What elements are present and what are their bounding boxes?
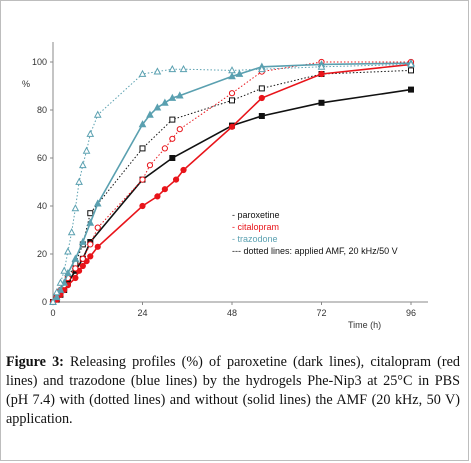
trazodone-solid-point xyxy=(78,237,87,245)
trazodone-solid-point xyxy=(138,120,147,128)
citalopram-solid-point xyxy=(139,202,146,210)
citalopram-dotted-point xyxy=(72,265,79,272)
trazodone-dotted-point xyxy=(228,66,236,74)
x-tick-label: 72 xyxy=(316,308,326,318)
trazodone-dotted-point xyxy=(52,288,61,296)
citalopram-dotted-point xyxy=(87,241,94,248)
citalopram-dotted-line xyxy=(52,61,411,303)
citalopram-solid-point xyxy=(72,274,79,282)
trazodone-dotted-point xyxy=(179,64,188,73)
paroxetine-dotted-point xyxy=(408,67,414,74)
trazodone-solid-point xyxy=(146,110,154,118)
y-tick-label: 20 xyxy=(37,249,47,259)
trazodone-dotted-point xyxy=(93,110,102,118)
trazodone-solid-point xyxy=(52,292,61,301)
paroxetine-solid-point xyxy=(258,113,265,119)
citalopram-dotted-point xyxy=(169,135,176,142)
y-tick-label: 40 xyxy=(37,201,47,211)
trazodone-solid-point xyxy=(153,103,162,111)
trazodone-dotted-point xyxy=(138,69,147,77)
trazodone-dotted-point xyxy=(153,67,162,75)
legend: - paroxetine - citalopram - trazodone --… xyxy=(232,210,398,256)
axis-ticks: 0 20 40 60 80 100 0 24 48 72 96 xyxy=(32,57,416,318)
trazodone-dotted-point xyxy=(64,247,72,255)
trazodone-solid-point xyxy=(228,72,236,80)
trazodone-solid-point xyxy=(235,69,244,77)
citalopram-dotted-point xyxy=(228,90,236,97)
y-tick-label: 100 xyxy=(32,57,47,67)
trazodone-dotted-point xyxy=(60,266,69,274)
trazodone-dotted-point xyxy=(86,129,95,137)
y-tick-label: 60 xyxy=(37,153,47,163)
legend-entry-paroxetine: - paroxetine xyxy=(232,210,280,220)
citalopram-dotted-point xyxy=(139,176,146,183)
citalopram-dotted-point xyxy=(79,255,86,262)
trazodone-dotted-point xyxy=(257,64,266,73)
trazodone-dotted-point xyxy=(56,278,65,286)
trazodone-solid-point xyxy=(93,199,102,207)
series-citalopram-dotted xyxy=(49,58,415,306)
trazodone-dotted-point xyxy=(75,177,83,185)
legend-entry-trazodone: - trazodone xyxy=(232,234,278,244)
trazodone-solid-point xyxy=(71,254,80,262)
citalopram-solid-point xyxy=(172,176,180,183)
citalopram-solid-point xyxy=(161,186,168,193)
citalopram-dotted-point xyxy=(176,126,183,133)
trazodone-dotted-point xyxy=(67,228,76,236)
x-axis: Time (h) xyxy=(53,301,428,330)
paroxetine-solid-point xyxy=(169,155,176,161)
caption-text: Releasing profiles (%) of paroxetine (da… xyxy=(6,354,461,427)
trazodone-solid-point xyxy=(56,285,65,293)
trazodone-dotted-point xyxy=(168,64,177,73)
legend-entry-citalopram: - citalopram xyxy=(232,222,279,232)
y-axis-label: % xyxy=(22,79,30,89)
trazodone-solid-point xyxy=(168,93,177,101)
x-tick-label: 24 xyxy=(137,308,147,318)
paroxetine-dotted-point xyxy=(258,85,265,92)
paroxetine-dotted-line xyxy=(52,69,412,303)
y-axis: % xyxy=(22,42,54,302)
x-tick-label: 0 xyxy=(50,308,55,318)
legend-entry-dotted-lines: --- dotted lines: applied AMF, 20 kHz/50… xyxy=(232,246,398,256)
citalopram-solid-point xyxy=(318,70,325,78)
paroxetine-dotted-point xyxy=(87,210,94,217)
x-tick-label: 96 xyxy=(406,308,416,318)
paroxetine-dotted-point xyxy=(169,116,176,123)
citalopram-solid-point xyxy=(258,94,265,102)
trazodone-dotted-point xyxy=(407,60,415,68)
citalopram-solid-point xyxy=(154,193,161,200)
trazodone-dotted-line xyxy=(52,63,412,303)
citalopram-solid-point xyxy=(87,253,94,260)
citalopram-solid-point xyxy=(79,262,86,270)
x-axis-label: Time (h) xyxy=(348,320,381,330)
trazodone-dotted-point xyxy=(78,160,87,169)
citalopram-dotted-point xyxy=(161,145,168,152)
paroxetine-solid-line xyxy=(52,88,412,303)
citalopram-solid-point xyxy=(228,123,236,130)
caption-label: Figure 3: xyxy=(6,354,64,370)
figure-caption: Figure 3: Releasing profiles (%) of paro… xyxy=(6,353,460,429)
citalopram-solid-point xyxy=(180,166,187,174)
trazodone-solid-point xyxy=(86,218,95,226)
paroxetine-dotted-point xyxy=(139,145,146,152)
trazodone-dotted-point xyxy=(82,146,91,154)
trazodone-solid-point xyxy=(175,91,184,99)
citalopram-solid-point xyxy=(94,243,101,250)
paroxetine-solid-point xyxy=(318,99,325,106)
y-tick-label: 80 xyxy=(37,105,47,115)
x-tick-label: 48 xyxy=(227,308,237,318)
citalopram-dotted-point xyxy=(94,224,101,231)
release-profile-chart: % Time (h) 0 20 40 60 80 100 0 24 48 72 96 - parox… xyxy=(22,42,428,330)
trazodone-solid-point xyxy=(161,98,169,106)
series-trazodone-dotted xyxy=(49,60,415,305)
citalopram-dotted-point xyxy=(146,162,154,169)
series-paroxetine-dotted xyxy=(50,67,414,305)
y-tick-label: 0 xyxy=(42,297,47,307)
trazodone-dotted-point xyxy=(49,297,57,305)
series-layer xyxy=(49,58,415,306)
paroxetine-dotted-point xyxy=(229,97,235,104)
paroxetine-solid-point xyxy=(408,86,414,93)
trazodone-dotted-point xyxy=(317,62,326,70)
trazodone-dotted-point xyxy=(71,204,80,212)
